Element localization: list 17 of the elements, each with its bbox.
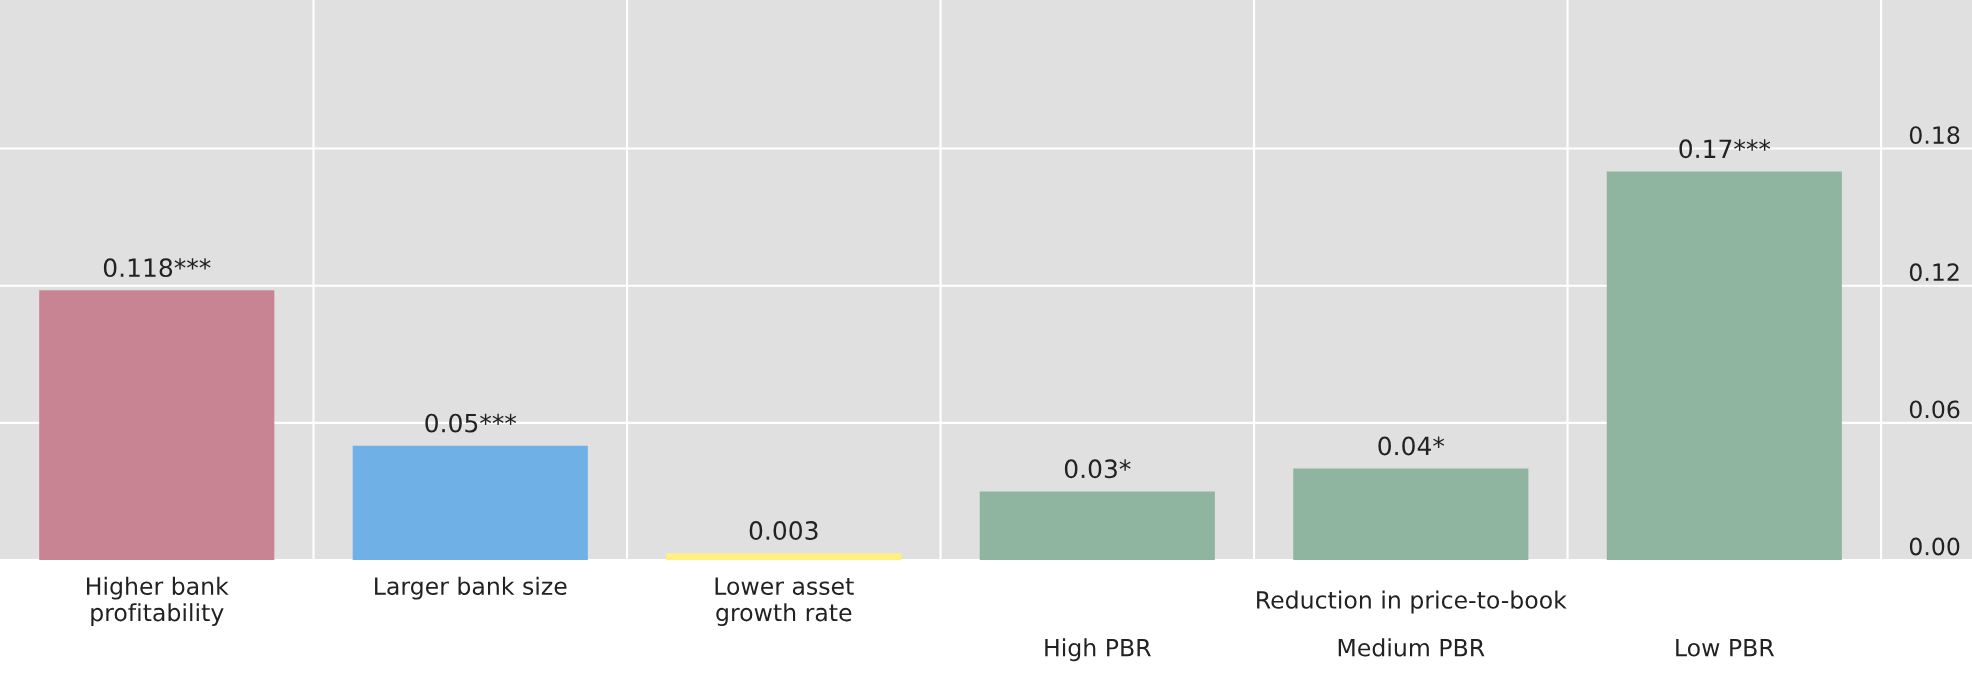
x-tick-label: Larger bank size xyxy=(375,576,567,600)
x-tick-label: Higher bank profitability xyxy=(87,576,229,626)
data-label: 0.118*** xyxy=(103,258,211,278)
data-label: 0.17*** xyxy=(1679,139,1771,159)
y-tick-label: 0.06 xyxy=(1909,400,1960,419)
x-tick-label: Lower asset growth rate xyxy=(715,577,854,626)
data-label: 0.04* xyxy=(1378,436,1445,456)
data-label: 0.03* xyxy=(1064,459,1131,479)
data-label: 0.05*** xyxy=(425,413,517,433)
y-tick-label: 0.18 xyxy=(1909,126,1960,144)
data-label: 0.003 xyxy=(749,521,818,540)
text: Reduction in price-to-book xyxy=(1257,590,1567,614)
y-tick-label: 0.12 xyxy=(1909,263,1959,282)
x-tick-label: Low PBR xyxy=(1676,639,1775,657)
x-tick-label: High PBR xyxy=(1045,638,1151,662)
x-tick-label: Medium PBR xyxy=(1338,638,1485,657)
y-tick-label: 0.00 xyxy=(1909,537,1960,556)
